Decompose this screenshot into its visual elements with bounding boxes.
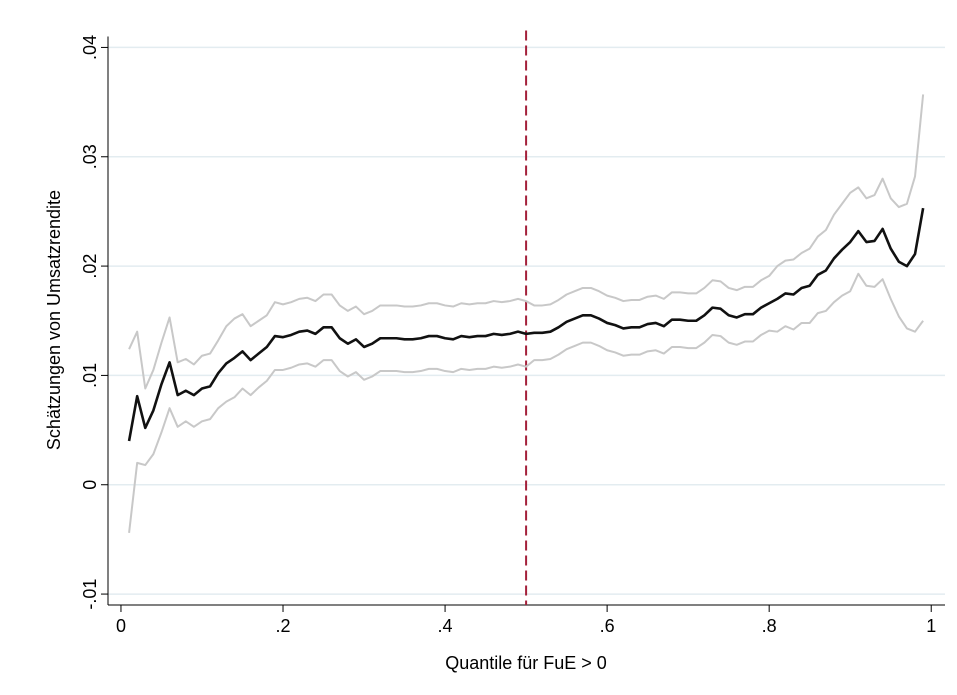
x-tick-label: 0: [116, 616, 126, 636]
y-tick-label: .02: [80, 254, 100, 279]
x-tick-label: .6: [600, 616, 615, 636]
x-tick-label: 1: [926, 616, 936, 636]
x-tick-label: .4: [438, 616, 453, 636]
x-tick-label: .2: [276, 616, 291, 636]
series-line: [128, 272, 924, 533]
x-tick-label: .8: [762, 616, 777, 636]
y-tick-label: 0: [80, 480, 100, 490]
y-axis-title: Schätzungen von Umsatzrendite: [44, 190, 64, 450]
y-tick-label: -.01: [80, 579, 100, 610]
y-tick-label: .04: [80, 35, 100, 60]
x-axis-title: Quantile für FuE > 0: [445, 653, 607, 673]
y-tick-label: .03: [80, 144, 100, 169]
series-line: [128, 94, 925, 390]
series-line: [127, 207, 925, 442]
y-tick-label: .01: [80, 363, 100, 388]
